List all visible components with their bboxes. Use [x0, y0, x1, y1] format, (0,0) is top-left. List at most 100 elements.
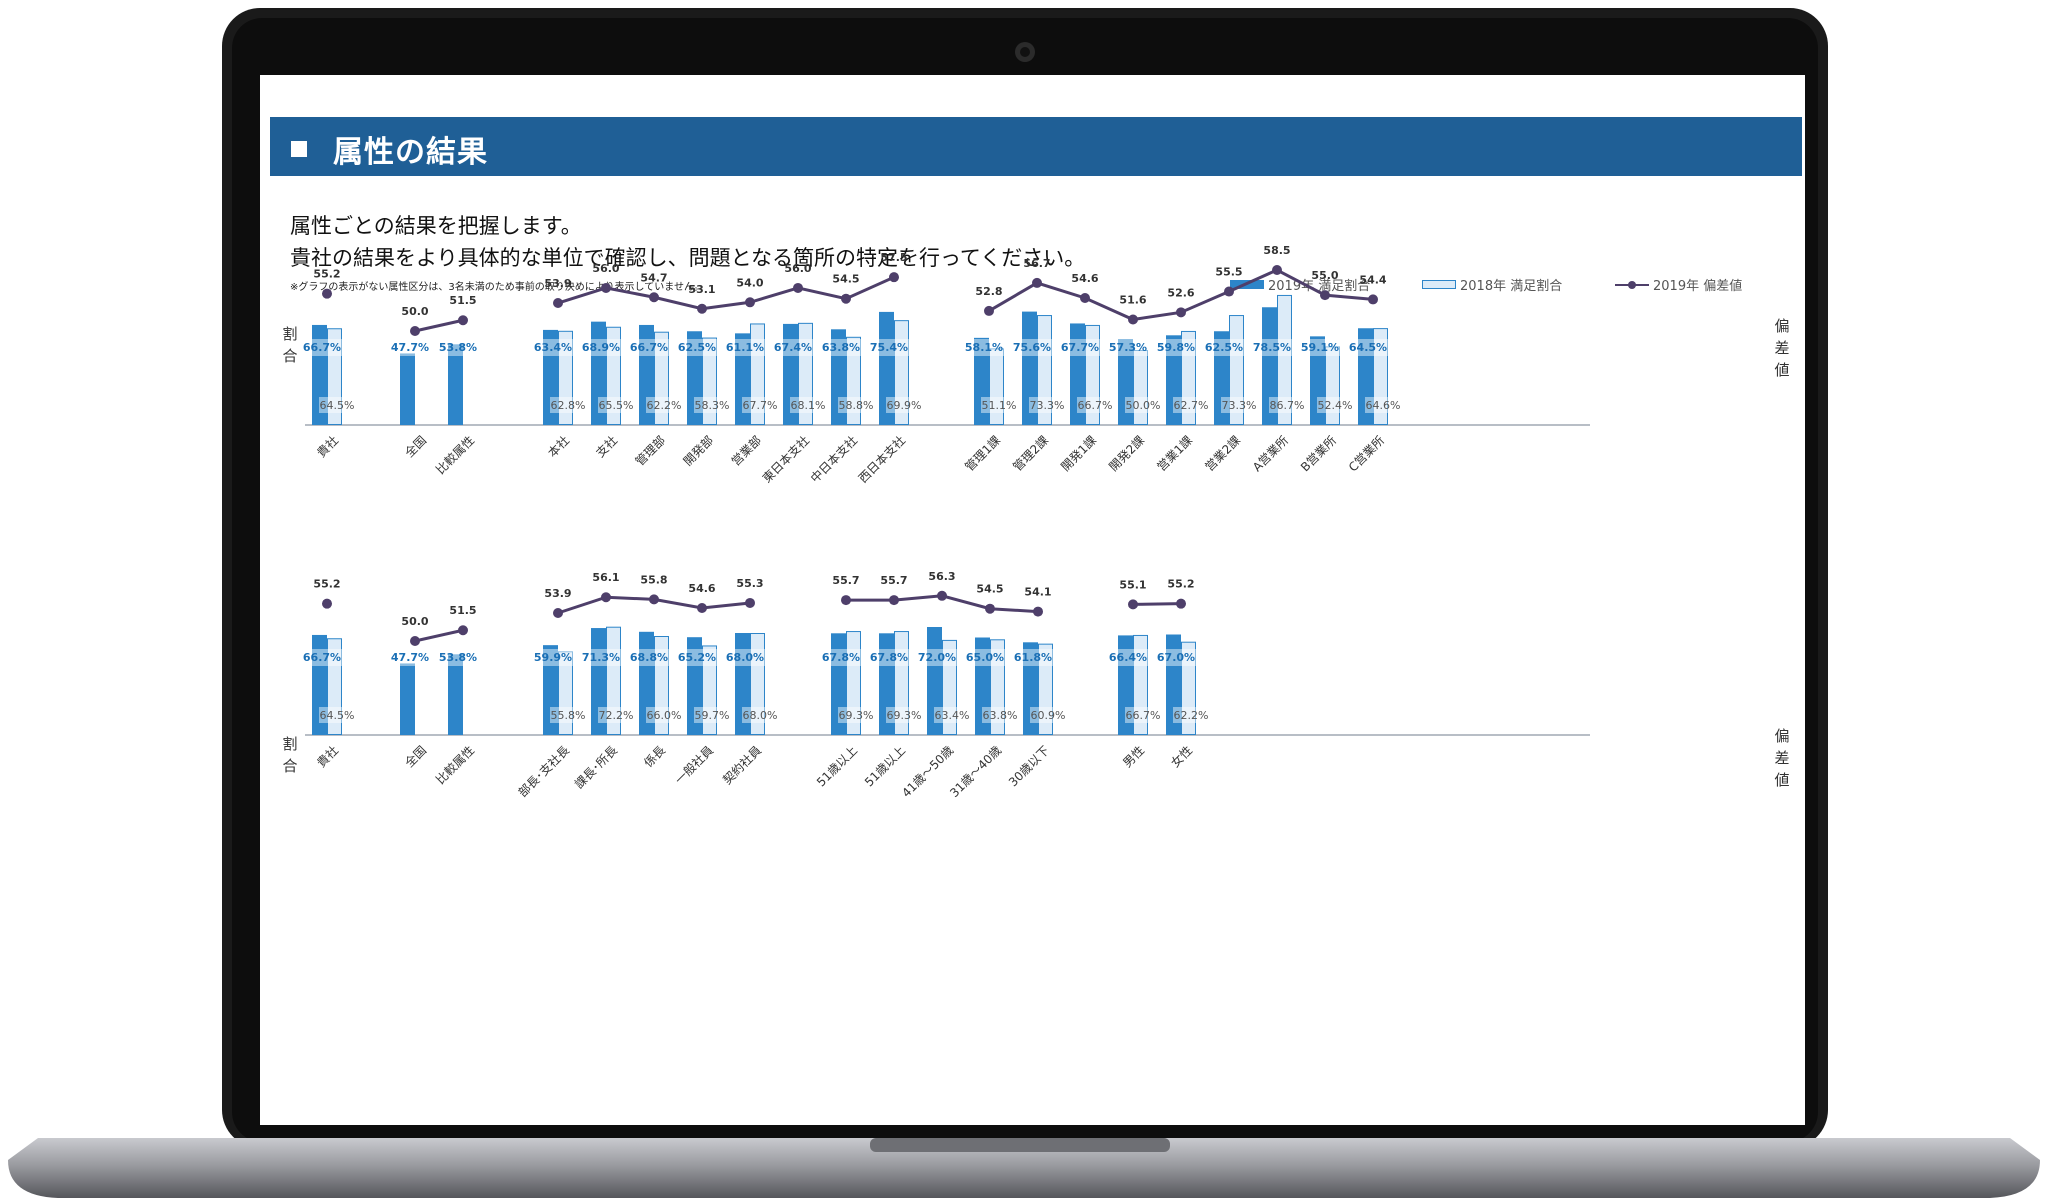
label-band [646, 397, 682, 413]
bar-2018 [1181, 641, 1196, 736]
right-axis-label-top: 偏 差 値 [1774, 315, 1790, 381]
label-band [1348, 339, 1388, 356]
value-label-2018: 69.3% [887, 709, 922, 722]
footnote: ※グラフの表示がない属性区分は、3名未満のため事前の取り決めにより表示していませ… [290, 282, 704, 293]
value-label-2019: 64.5% [1349, 341, 1387, 354]
bar-2019 [312, 324, 327, 425]
value-label-2019: 72.0% [918, 651, 956, 664]
label-band [1156, 339, 1196, 356]
category-label: 全国 [402, 433, 430, 461]
deviation-label: 54.6 [688, 582, 715, 595]
value-label-2018: 66.7% [1126, 709, 1161, 722]
label-band [581, 339, 621, 356]
category-label: 男性 [1120, 743, 1147, 770]
deviation-label: 56.1 [592, 571, 619, 584]
deviation-label: 55.8 [640, 573, 667, 586]
bar-2018 [894, 320, 909, 425]
category-label: 比較属性 [433, 433, 478, 478]
label-band [319, 707, 355, 723]
label-band [917, 649, 957, 666]
deviation-label: 55.2 [313, 578, 340, 591]
label-band [981, 397, 1017, 413]
bar-2019 [1023, 642, 1038, 735]
bar-2019 [591, 628, 606, 735]
bar-2019 [312, 634, 327, 735]
bar-2018 [702, 337, 717, 425]
deviation-label: 54.5 [832, 273, 859, 286]
deviation-label: 55.5 [1215, 266, 1242, 279]
deviation-label: 58.5 [1263, 244, 1290, 257]
deviation-label: 53.1 [688, 283, 715, 296]
deviation-point [410, 636, 420, 646]
value-label-2019: 59.9% [534, 651, 572, 664]
deviation-label: 54.4 [1359, 273, 1386, 286]
deviation-label: 55.7 [880, 574, 907, 587]
category-label: 営業1課 [1154, 433, 1195, 474]
label-band [598, 397, 634, 413]
value-label-2019: 47.7% [391, 341, 429, 354]
value-label-2018: 67.7% [743, 399, 778, 412]
deviation-point [1033, 606, 1043, 617]
label-band [1030, 707, 1066, 723]
bar-2018 [1181, 330, 1196, 426]
value-label-2018: 55.8% [551, 709, 586, 722]
intro-line-2: 貴社の結果をより具体的な単位で確認し、問題となる箇所の特定を行ってください。 [290, 246, 1086, 270]
value-label-2019: 65.0% [966, 651, 1004, 664]
category-label: 管理部 [632, 433, 668, 469]
bar-2019 [974, 337, 989, 425]
label-band [390, 649, 430, 666]
axis-char: 差 [1774, 339, 1790, 357]
label-band [725, 339, 765, 356]
category-label: 部長･支社長 [515, 743, 572, 800]
deviation-point [1320, 290, 1330, 301]
deviation-point [601, 282, 611, 293]
deviation-line [414, 628, 464, 643]
value-label-2018: 63.8% [983, 709, 1018, 722]
deviation-label: 52.6 [1167, 286, 1194, 299]
bar-2019 [831, 633, 846, 735]
deviation-point [889, 595, 899, 606]
category-label: 係長 [641, 743, 668, 770]
bar-2018 [990, 639, 1005, 735]
deviation-point [841, 293, 851, 304]
bar-2018 [606, 326, 621, 425]
label-band [598, 707, 634, 723]
bar-2018 [798, 322, 813, 426]
label-band [821, 649, 861, 666]
category-label: 女性 [1168, 743, 1196, 771]
value-label-2019: 66.7% [303, 341, 341, 354]
header-square-icon [291, 141, 307, 157]
deviation-label: 54.0 [736, 276, 763, 289]
label-band [1317, 397, 1353, 413]
axis-char: 偏 [1774, 727, 1790, 745]
bar-2018 [942, 639, 957, 736]
category-label: 貴社 [314, 433, 342, 461]
value-label-2019: 67.7% [1061, 341, 1099, 354]
bar-2019 [400, 663, 415, 735]
deviation-point [1128, 599, 1138, 610]
value-label-2019: 61.1% [726, 341, 764, 354]
bar-2019 [831, 329, 846, 425]
deviation-point [937, 590, 947, 601]
value-label-2018: 73.3% [1030, 399, 1065, 412]
category-label: 中日本支社 [807, 433, 860, 486]
label-band [790, 397, 826, 413]
value-label-2019: 57.3% [1109, 341, 1147, 354]
legend-label: 2018年 満足割合 [1460, 279, 1563, 294]
deviation-point [985, 603, 995, 614]
deviation-point [553, 298, 563, 309]
deviation-point [841, 595, 851, 606]
bar-2018 [846, 631, 861, 735]
deviation-label: 55.1 [1119, 578, 1146, 591]
deviation-label: 56.0 [784, 262, 811, 275]
category-label: 貴社 [314, 743, 342, 771]
bar-2019 [687, 637, 702, 735]
label-band [1012, 339, 1052, 356]
value-label-2019: 67.8% [822, 651, 860, 664]
label-band [302, 649, 342, 666]
deviation-point [1272, 265, 1282, 275]
axis-char: 割 [282, 325, 298, 343]
bar-2018 [558, 330, 573, 425]
bar-2019 [448, 344, 463, 425]
label-band [1125, 397, 1161, 413]
